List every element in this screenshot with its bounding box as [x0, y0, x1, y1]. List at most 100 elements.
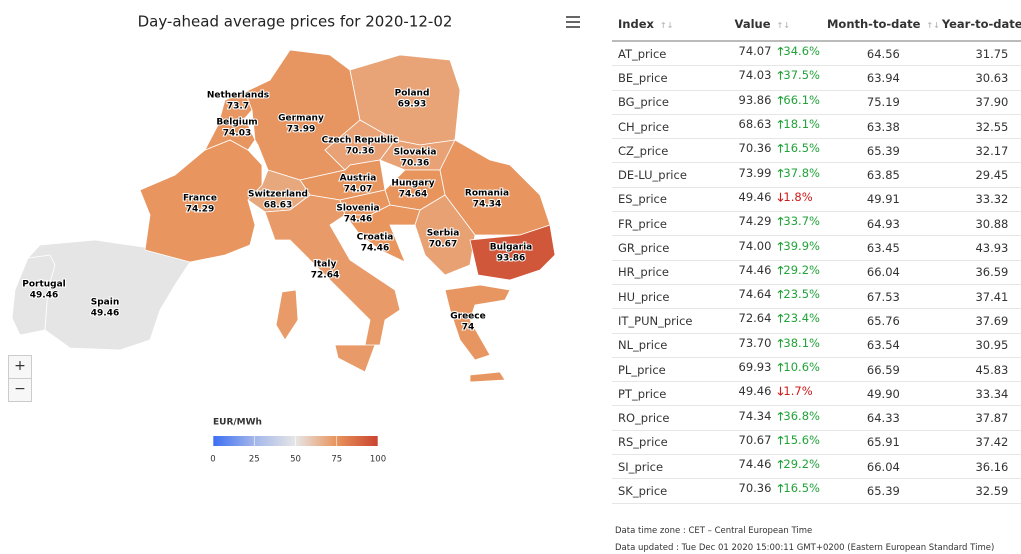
menu-icon[interactable]: [566, 16, 580, 28]
table-row: NL_price 73.70 🡑38.1% 63.54 30.95: [612, 333, 1021, 358]
value-cell: 49.46 🡓1.8%: [698, 187, 826, 213]
column-header[interactable]: Index ↑↓: [612, 8, 699, 42]
value-cell: 70.67 🡑15.6%: [698, 430, 826, 456]
map: Day-ahead average prices for 2020-12-02 …: [11, 13, 580, 465]
index-cell: RS_price: [612, 430, 699, 456]
change: 🡑36.8%: [777, 409, 820, 423]
month-cell: 66.04: [825, 260, 941, 285]
value-cell: 68.63 🡑18.1%: [698, 114, 826, 140]
country-region: [444, 284, 511, 383]
index-cell: PL_price: [612, 357, 699, 383]
change: 🡑39.9%: [777, 239, 820, 253]
year-cell: 32.59: [940, 478, 1021, 504]
value: 74.07: [738, 44, 772, 59]
index-cell: AT_price: [612, 41, 699, 67]
change-arrow: 🡑: [777, 117, 784, 132]
country-name: Belgium: [216, 118, 257, 128]
country-name: Spain: [91, 298, 120, 308]
value-cell: 49.46 🡓1.7%: [698, 381, 826, 407]
year-cell: 37.87: [940, 405, 1021, 431]
country-name: Serbia: [427, 229, 460, 239]
change: 🡑66.1%: [777, 93, 820, 107]
table-row: PT_price 49.46 🡓1.7% 49.90 33.34: [612, 381, 1021, 407]
menu-bar: [566, 26, 580, 28]
month-cell: 49.90: [825, 381, 941, 407]
change-arrow: 🡑: [777, 335, 784, 350]
value: 93.86: [738, 92, 772, 107]
country-value: 74: [462, 323, 475, 333]
country-region: [26, 239, 191, 351]
column-header[interactable]: Month-to-date ↑↓: [825, 8, 941, 42]
legend-tick-label: 75: [331, 455, 342, 465]
change: 🡑10.6%: [777, 360, 820, 374]
legend-title: EUR/MWh: [213, 418, 262, 428]
zoom-in[interactable]: +: [8, 355, 32, 379]
month-cell: 64.56: [825, 41, 941, 67]
country-region: [139, 139, 263, 263]
value: 74.46: [738, 457, 772, 472]
value-cell: 74.03 🡑37.5%: [698, 65, 826, 91]
change-text: 33.7%: [783, 214, 820, 229]
index-cell: HU_price: [612, 284, 699, 310]
change-text: 37.5%: [783, 68, 820, 83]
table-row: BG_price 93.86 🡑66.1% 75.19 37.90: [612, 90, 1021, 115]
country-name: Greece: [450, 312, 485, 322]
change-arrow: 🡑: [777, 432, 784, 447]
header-row: Index ↑↓ Value ↑↓ Month-to-date ↑↓ Year-to-dat…: [612, 8, 1021, 42]
country-value: 74.64: [399, 190, 427, 200]
index-cell: IT_PUN_price: [612, 308, 699, 334]
change: 🡑37.8%: [777, 166, 820, 180]
value-cell: 70.36 🡑16.5%: [698, 478, 826, 504]
month-cell: 63.85: [825, 162, 941, 188]
menu-bar: [566, 21, 580, 23]
month-cell: 65.39: [825, 138, 941, 164]
year-cell: 45.83: [940, 357, 1021, 383]
table-row: IT_PUN_price 72.64 🡑23.4% 65.76 37.69: [612, 308, 1021, 334]
year-cell: 31.75: [940, 41, 1021, 67]
column-header[interactable]: Value ↑↓: [698, 8, 826, 42]
zoom-out[interactable]: −: [8, 378, 32, 402]
table-row: DE-LU_price 73.99 🡑37.8% 63.85 29.45: [612, 162, 1021, 188]
legend-ticks: 0 25 50 75 100: [210, 436, 386, 465]
value: 73.70: [738, 335, 772, 350]
month-cell: 65.76: [825, 308, 941, 334]
legend-tick-label: 0: [210, 455, 215, 465]
price-table: Index ↑↓ Value ↑↓ Month-to-date ↑↓ Year-to-dat…: [612, 8, 1021, 504]
country-name: Switzerland: [248, 190, 308, 200]
year-cell: 29.45: [940, 162, 1021, 188]
note: Data time zone : CET – Central European …: [615, 526, 813, 536]
country-value: 74.46: [361, 244, 389, 254]
table-row: HU_price 74.64 🡑23.5% 67.53 37.41: [612, 284, 1021, 310]
country-name: Romania: [465, 189, 509, 199]
change-arrow: 🡑: [777, 68, 784, 83]
month-cell: 67.53: [825, 284, 941, 310]
table-row: AT_price 74.07 🡑34.6% 64.56 31.75: [612, 41, 1021, 67]
change-arrow: 🡑: [777, 165, 784, 180]
month-cell: 65.39: [825, 478, 941, 504]
column-header[interactable]: Year-to-date↑↓: [940, 8, 1021, 42]
country-name: Germany: [278, 114, 324, 124]
country-value: 73.7: [227, 102, 249, 112]
country-name: Hungary: [391, 179, 434, 189]
header-text: Year-to-date: [941, 17, 1021, 31]
month-cell: 63.94: [825, 65, 941, 91]
year-cell: 30.63: [940, 65, 1021, 91]
value-cell: 73.99 🡑37.8%: [698, 162, 826, 188]
country-value: 49.46: [30, 291, 58, 301]
change: 🡓1.7%: [777, 384, 812, 398]
country-name: Poland: [395, 89, 430, 99]
change-text: 15.6%: [783, 432, 820, 447]
value: 70.36: [738, 141, 772, 156]
index-cell: NL_price: [612, 333, 699, 358]
change-text: 23.4%: [783, 311, 820, 326]
country-region: [469, 224, 556, 281]
change-text: 38.1%: [783, 335, 820, 350]
legend-tick-label: 50: [290, 455, 301, 465]
month-cell: 66.59: [825, 357, 941, 383]
value: 68.63: [738, 117, 772, 132]
note: Data updated : Tue Dec 01 2020 15:00:11 …: [615, 543, 995, 553]
change-text: 1.7%: [783, 384, 813, 399]
value: 49.46: [738, 384, 772, 399]
change-text: 18.1%: [783, 117, 820, 132]
country-value: 69.93: [398, 100, 426, 110]
